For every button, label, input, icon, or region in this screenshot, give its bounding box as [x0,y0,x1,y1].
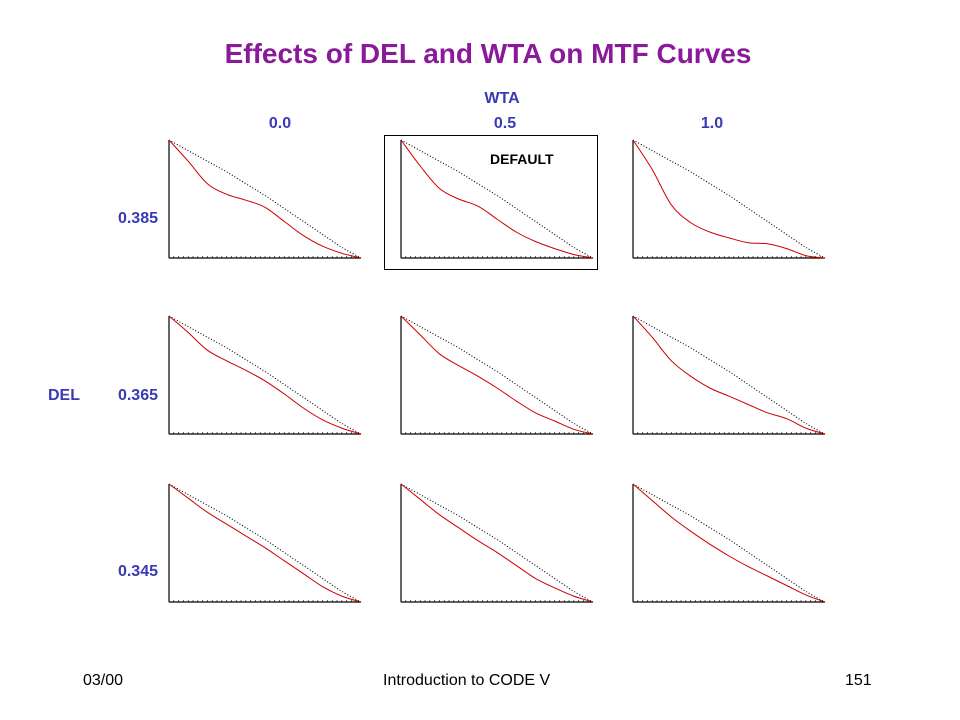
mtf-curve [632,139,826,259]
wta-value-2: 1.0 [700,115,724,132]
mtf-plot-r2-c1 [400,483,594,603]
mtf-plot-r0-c2 [632,139,826,259]
default-cell-frame [384,135,598,270]
reference-line [400,483,594,603]
mtf-curve [632,483,826,603]
mtf-curve [168,315,362,435]
mtf-curve [400,483,594,603]
wta-axis-label: WTA [484,90,520,107]
reference-line [168,315,362,435]
mtf-plot-r2-c2 [632,483,826,603]
footer-date: 03/00 [83,672,124,689]
mtf-plot-r1-c2 [632,315,826,435]
footer-course-title: Introduction to CODE V [383,672,551,689]
mtf-curve [168,483,362,603]
mtf-curve [632,315,826,435]
mtf-plot-r1-c0 [168,315,362,435]
mtf-plot-r0-c0 [168,139,362,259]
footer-page-number: 151 [845,672,872,689]
slide-title: Effects of DEL and WTA on MTF Curves [224,38,752,69]
del-value-1: 0.365 [117,387,158,404]
default-label: DEFAULT [490,151,554,167]
mtf-plot-r2-c0 [168,483,362,603]
mtf-curve [400,139,594,259]
reference-line [168,139,362,259]
wta-value-0: 0.0 [268,115,292,132]
reference-line [168,483,362,603]
reference-line [632,315,826,435]
mtf-curve [400,315,594,435]
mtf-curve [168,139,362,259]
wta-value-1: 0.5 [493,115,517,132]
del-axis-label: DEL [48,387,80,404]
mtf-plot-r0-c1 [400,139,594,259]
reference-line [400,315,594,435]
del-value-0: 0.385 [117,210,158,227]
reference-line [632,139,826,259]
reference-line [632,483,826,603]
mtf-plot-r1-c1 [400,315,594,435]
del-value-2: 0.345 [117,563,158,580]
